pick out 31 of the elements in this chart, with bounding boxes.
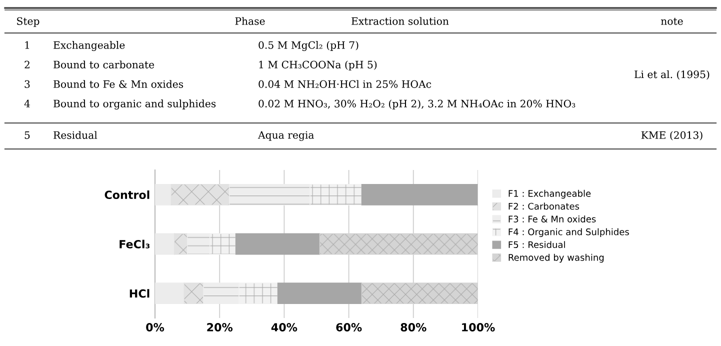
legend-label: Removed by washing <box>508 254 604 263</box>
text: 0.04 M NH₂OH·HCl in 25% HOAc <box>258 80 432 88</box>
category-label: 4 Bound to organic and sulphides <box>24 100 216 110</box>
legend-label: F2 : Carbonates <box>508 202 580 210</box>
x-tick-label: 100% <box>462 323 495 332</box>
text: 0.5 M MgCl₂ (pH 7) <box>258 41 358 51</box>
legend-label: F1 : Exchangeable <box>508 190 591 199</box>
category-label: 1 Exchangeable <box>25 41 125 51</box>
text: Li et al. (1995) <box>634 70 710 80</box>
category-label: 3 Bound to Fe & Mn oxides <box>24 80 184 88</box>
text: 1 M CH₃COONa (pH 5) <box>259 60 377 70</box>
x-tick-label: 60% <box>336 323 362 332</box>
category-label: note <box>661 18 683 25</box>
x-tick-label: 0% <box>146 323 164 332</box>
category-label: Step <box>17 17 40 27</box>
legend-label: F4 : Organic and Sulphides <box>508 228 629 238</box>
category-label: Extraction solution <box>352 17 449 25</box>
text: Aqua regia <box>258 131 314 141</box>
x-tick-label: 20% <box>207 323 233 332</box>
y-tick-label: Control <box>104 190 150 200</box>
legend-label: F5 : Residual <box>508 241 565 248</box>
text: KME (2013) <box>641 131 702 140</box>
legend-label: F3 : Fe & Mn oxides <box>508 215 596 222</box>
y-tick-label: FeCl₃ <box>120 240 150 248</box>
y-tick-label: HCl <box>130 289 150 298</box>
text: 0.02 M HNO₃, 30% H₂O₂ (pH 2), 3.2 M NH₄OAc in 20% HNO₃ <box>258 100 576 110</box>
x-tick-label: 40% <box>271 323 298 332</box>
category-label: 5 Residual <box>24 131 98 139</box>
x-tick-label: 80% <box>400 323 426 332</box>
category-label: 2 Bound to carbonate <box>24 60 154 68</box>
category-label: Phase <box>235 17 265 25</box>
